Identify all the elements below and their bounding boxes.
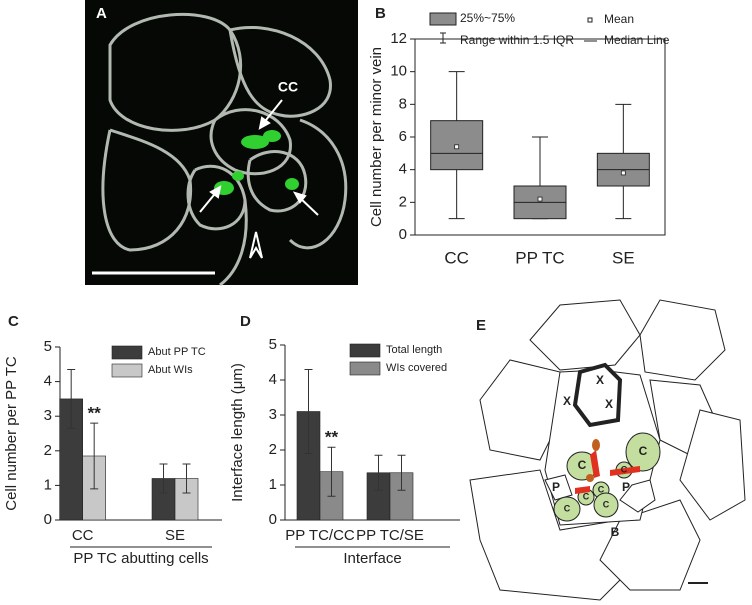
y-tick-label: 4 — [269, 371, 277, 388]
y-tick-label: 0 — [269, 511, 277, 528]
y-tick-label: 6 — [399, 128, 407, 145]
legend-label: WIs covered — [386, 362, 447, 374]
cell-label: C — [603, 499, 610, 509]
legend-label: Total length — [386, 344, 442, 356]
cell-label: X — [563, 394, 571, 408]
y-tick-label: 5 — [44, 338, 52, 355]
cell-label: C — [583, 491, 590, 501]
annotation: ** — [325, 428, 339, 447]
cell-label: P — [552, 480, 560, 494]
x-tick-label: PP TC — [515, 248, 564, 267]
y-tick-label: 1 — [269, 476, 277, 493]
y-tick-label: 2 — [399, 193, 407, 210]
error-bar — [397, 454, 406, 491]
mean-marker — [454, 144, 460, 150]
legend-swatch — [111, 363, 143, 378]
y-tick-label: 3 — [269, 406, 277, 423]
x-axis-label: Interface — [343, 550, 401, 567]
box — [430, 120, 484, 171]
cell-label: C — [598, 484, 605, 494]
annotation: CC — [278, 79, 298, 95]
legend-swatch — [587, 17, 593, 23]
error-bar — [90, 422, 99, 490]
legend-label: 25%~75% — [460, 11, 515, 25]
error-bar — [304, 369, 313, 454]
cell-label: C — [621, 464, 628, 474]
y-tick-label: 2 — [44, 442, 52, 459]
cell-label: X — [596, 373, 604, 387]
legend-swatch — [349, 343, 381, 358]
y-axis-label: Cell number per PP TC — [3, 356, 20, 511]
legend-label: Median Line — [604, 33, 670, 47]
x-tick-label: CC — [444, 248, 469, 267]
y-axis-label: Cell number per minor vein — [368, 47, 385, 227]
cell-label: P — [622, 480, 630, 494]
panel-label: B — [375, 5, 386, 22]
y-tick-label: 12 — [390, 30, 407, 47]
cell-label: C — [564, 503, 571, 513]
mean-marker — [620, 170, 626, 176]
micrograph: A CC — [85, 0, 358, 287]
panel-label: E — [476, 317, 486, 334]
legend-label: Range within 1.5 IQR — [460, 33, 574, 47]
y-tick-label: 1 — [44, 476, 52, 493]
y-tick-label: 4 — [44, 373, 52, 390]
y-tick-label: 4 — [399, 161, 407, 178]
y-tick-label: 5 — [269, 336, 277, 353]
x-tick-label: CC — [72, 527, 94, 544]
error-bar — [327, 446, 336, 497]
error-bar — [159, 463, 168, 494]
x-tick-label: SE — [165, 527, 185, 544]
y-tick-label: 0 — [399, 226, 407, 243]
cell-label: C — [578, 458, 587, 472]
x-axis-label: PP TC abutting cells — [73, 550, 208, 567]
error-bar — [67, 368, 76, 429]
x-tick-label: PP TC/SE — [356, 527, 424, 544]
cell-label: C — [639, 444, 648, 458]
panel-label: A — [96, 5, 107, 22]
legend-swatch — [440, 32, 446, 44]
legend-label: Abut WIs — [148, 364, 193, 376]
x-tick-label: SE — [612, 248, 635, 267]
legend-label: Mean — [604, 12, 634, 26]
legend-swatch — [429, 12, 457, 26]
panel-label: D — [240, 313, 251, 330]
error-bar — [374, 454, 383, 491]
annotation: ** — [88, 404, 102, 423]
legend-label: Abut PP TC — [148, 346, 206, 358]
y-tick-label: 8 — [399, 95, 407, 112]
y-tick-label: 2 — [269, 441, 277, 458]
panel-label: C — [8, 313, 19, 330]
error-bar — [182, 463, 191, 494]
x-tick-label: PP TC/CC — [285, 527, 355, 544]
mean-marker — [537, 196, 543, 202]
cell-label: X — [605, 397, 613, 411]
cell-label: B — [611, 525, 620, 539]
legend-swatch — [349, 361, 381, 376]
legend-swatch — [111, 345, 143, 360]
y-axis-label: Interface length (μm) — [229, 363, 246, 502]
y-tick-label: 0 — [44, 511, 52, 528]
y-tick-label: 10 — [390, 63, 407, 80]
y-tick-label: 3 — [44, 407, 52, 424]
